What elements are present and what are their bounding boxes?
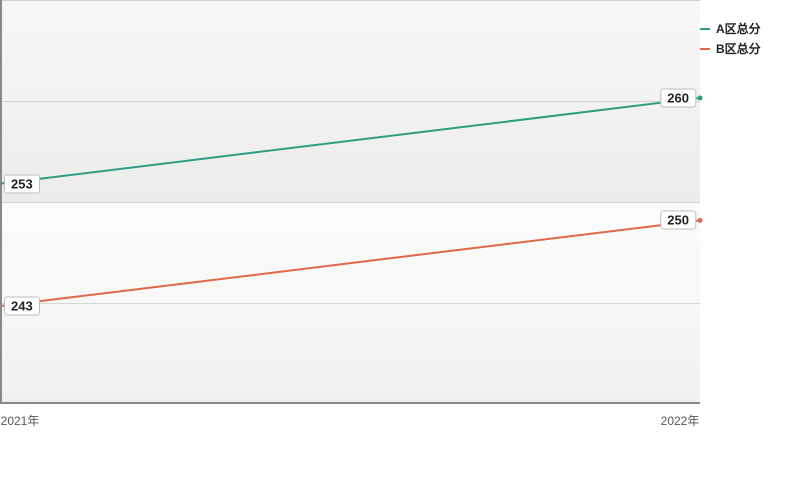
legend-label: B区总分 (716, 40, 761, 57)
value-label: 250 (660, 211, 696, 230)
x-axis-line (0, 402, 700, 404)
value-label: 253 (4, 174, 40, 193)
series-layer (0, 0, 700, 404)
x-tick-label: 2021年 (1, 412, 40, 429)
series-marker (698, 218, 703, 223)
plot-area: 235243.25251.5259.752682021年2022年2532602… (0, 0, 700, 404)
y-axis-line (0, 0, 2, 404)
legend-label: A区总分 (716, 20, 761, 37)
x-tick-label: 2022年 (661, 412, 700, 429)
series-line (0, 220, 700, 306)
value-label: 260 (660, 88, 696, 107)
series-marker (698, 95, 703, 100)
value-label: 243 (4, 297, 40, 316)
series-line (0, 98, 700, 184)
